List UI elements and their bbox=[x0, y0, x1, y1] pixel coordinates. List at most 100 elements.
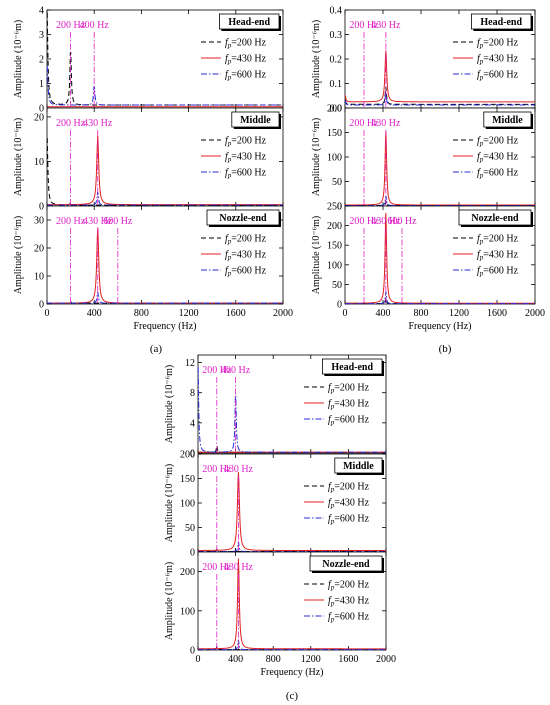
legend-subscript: p bbox=[479, 238, 484, 246]
legend-value: =200 Hz bbox=[483, 234, 518, 245]
y-tick-label: 50 bbox=[332, 280, 342, 291]
annotation-label: 400 Hz bbox=[80, 20, 110, 31]
legend-value: =430 Hz bbox=[231, 54, 266, 65]
y-tick-label: 100 bbox=[180, 606, 195, 617]
legend-value: =200 Hz bbox=[334, 383, 369, 394]
legend-entry: fp=600 Hz bbox=[328, 514, 370, 526]
annotation-label: 200 Hz bbox=[349, 20, 379, 31]
legend-subscript: p bbox=[479, 254, 484, 262]
y-tick-label: 10 bbox=[34, 157, 44, 168]
region-label-box bbox=[483, 111, 532, 128]
legend-subscript: p bbox=[330, 584, 335, 592]
y-axis-label: Amplitude (10⁻⁶m) bbox=[164, 365, 175, 443]
x-tick-label: 2000 bbox=[376, 654, 396, 665]
x-tick-label: 1600 bbox=[226, 308, 246, 319]
series-line-2 bbox=[46, 65, 283, 106]
x-tick-label: 400 bbox=[87, 308, 102, 319]
legend-entry: fp=430 Hz bbox=[225, 250, 267, 262]
y-tick-label: 0 bbox=[39, 202, 44, 213]
y-tick-label: 20 bbox=[34, 112, 44, 123]
y-tick-label: 4 bbox=[190, 418, 195, 429]
legend-symbol: f bbox=[225, 234, 229, 245]
legend-entry: fp=600 Hz bbox=[328, 415, 370, 427]
x-tick-label: 400 bbox=[228, 654, 243, 665]
legend-value: =600 Hz bbox=[334, 514, 369, 525]
region-label-box bbox=[470, 13, 532, 30]
legend-entry: fp=430 Hz bbox=[225, 152, 267, 164]
legend-entry: fp=200 Hz bbox=[225, 136, 267, 148]
legend-symbol: f bbox=[225, 136, 229, 147]
y-axis-label: Amplitude (10⁻⁶m) bbox=[164, 562, 175, 640]
panel-caption: (b) bbox=[439, 343, 452, 355]
legend-symbol: f bbox=[328, 399, 332, 410]
annotation-label: 200 Hz bbox=[202, 464, 232, 475]
legend-symbol: f bbox=[477, 152, 481, 163]
legend-subscript: p bbox=[479, 156, 484, 164]
legend-symbol: f bbox=[328, 498, 332, 509]
x-tick-label: 1200 bbox=[179, 308, 199, 319]
legend-symbol: f bbox=[225, 70, 229, 81]
x-tick-label: 800 bbox=[414, 308, 429, 319]
panel-caption: (a) bbox=[150, 343, 163, 355]
legend-value: =600 Hz bbox=[334, 415, 369, 426]
legend-subscript: p bbox=[479, 58, 484, 66]
legend-value: =600 Hz bbox=[231, 168, 266, 179]
y-tick-label: 2 bbox=[39, 55, 44, 66]
annotation-label: 600 Hz bbox=[103, 216, 133, 227]
series-line-1 bbox=[344, 50, 535, 103]
annotation-label: 430 Hz bbox=[83, 118, 113, 129]
legend-subscript: p bbox=[227, 74, 232, 82]
y-tick-label: 150 bbox=[327, 128, 342, 139]
legend-value: =430 Hz bbox=[231, 250, 266, 261]
legend-subscript: p bbox=[227, 58, 232, 66]
y-tick-label: 150 bbox=[327, 241, 342, 252]
region-label-box bbox=[334, 457, 383, 474]
legend-entry: fp=200 Hz bbox=[477, 136, 519, 148]
region-label-box bbox=[309, 555, 383, 572]
series-line-2 bbox=[345, 291, 535, 305]
legend-symbol: f bbox=[477, 136, 481, 147]
legend-symbol: f bbox=[225, 168, 229, 179]
legend-subscript: p bbox=[330, 403, 335, 411]
legend-symbol: f bbox=[477, 54, 481, 65]
legend-subscript: p bbox=[227, 42, 232, 50]
legend-entry: fp=600 Hz bbox=[328, 612, 370, 624]
y-axis-label: Amplitude (10⁻⁶m) bbox=[311, 216, 322, 294]
x-axis-label: Frequency (Hz) bbox=[260, 667, 323, 678]
series-line-0 bbox=[344, 87, 535, 105]
legend-entry: fp=200 Hz bbox=[477, 38, 519, 50]
legend-subscript: p bbox=[330, 486, 335, 494]
legend-subscript: p bbox=[479, 42, 484, 50]
legend-subscript: p bbox=[227, 140, 232, 148]
legend-symbol: f bbox=[328, 612, 332, 623]
series-line-2 bbox=[345, 195, 535, 207]
legend-symbol: f bbox=[477, 250, 481, 261]
annotation-label: 200 Hz bbox=[56, 216, 86, 227]
legend-entry: fp=430 Hz bbox=[328, 498, 370, 510]
series-line-1 bbox=[198, 558, 386, 650]
legend-entry: fp=600 Hz bbox=[477, 168, 519, 180]
y-tick-label: 3 bbox=[39, 30, 44, 41]
legend-value: =200 Hz bbox=[231, 136, 266, 147]
legend-symbol: f bbox=[328, 514, 332, 525]
y-tick-label: 8 bbox=[190, 388, 195, 399]
region-label: Head-end bbox=[480, 17, 522, 28]
y-tick-label: 12 bbox=[185, 358, 195, 369]
y-tick-label: 200 bbox=[327, 104, 342, 115]
region-label: Head-end bbox=[331, 362, 373, 373]
y-tick-label: 50 bbox=[332, 177, 342, 188]
annotation-label: 430 Hz bbox=[371, 20, 401, 31]
legend-symbol: f bbox=[225, 152, 229, 163]
annotation-label: 200 Hz bbox=[349, 118, 379, 129]
y-tick-label: 100 bbox=[180, 499, 195, 510]
annotation-label: 430 Hz bbox=[224, 562, 254, 573]
legend-subscript: p bbox=[479, 140, 484, 148]
legend-entry: fp=600 Hz bbox=[477, 266, 519, 278]
region-label-box bbox=[206, 209, 280, 226]
legend-subscript: p bbox=[227, 156, 232, 164]
